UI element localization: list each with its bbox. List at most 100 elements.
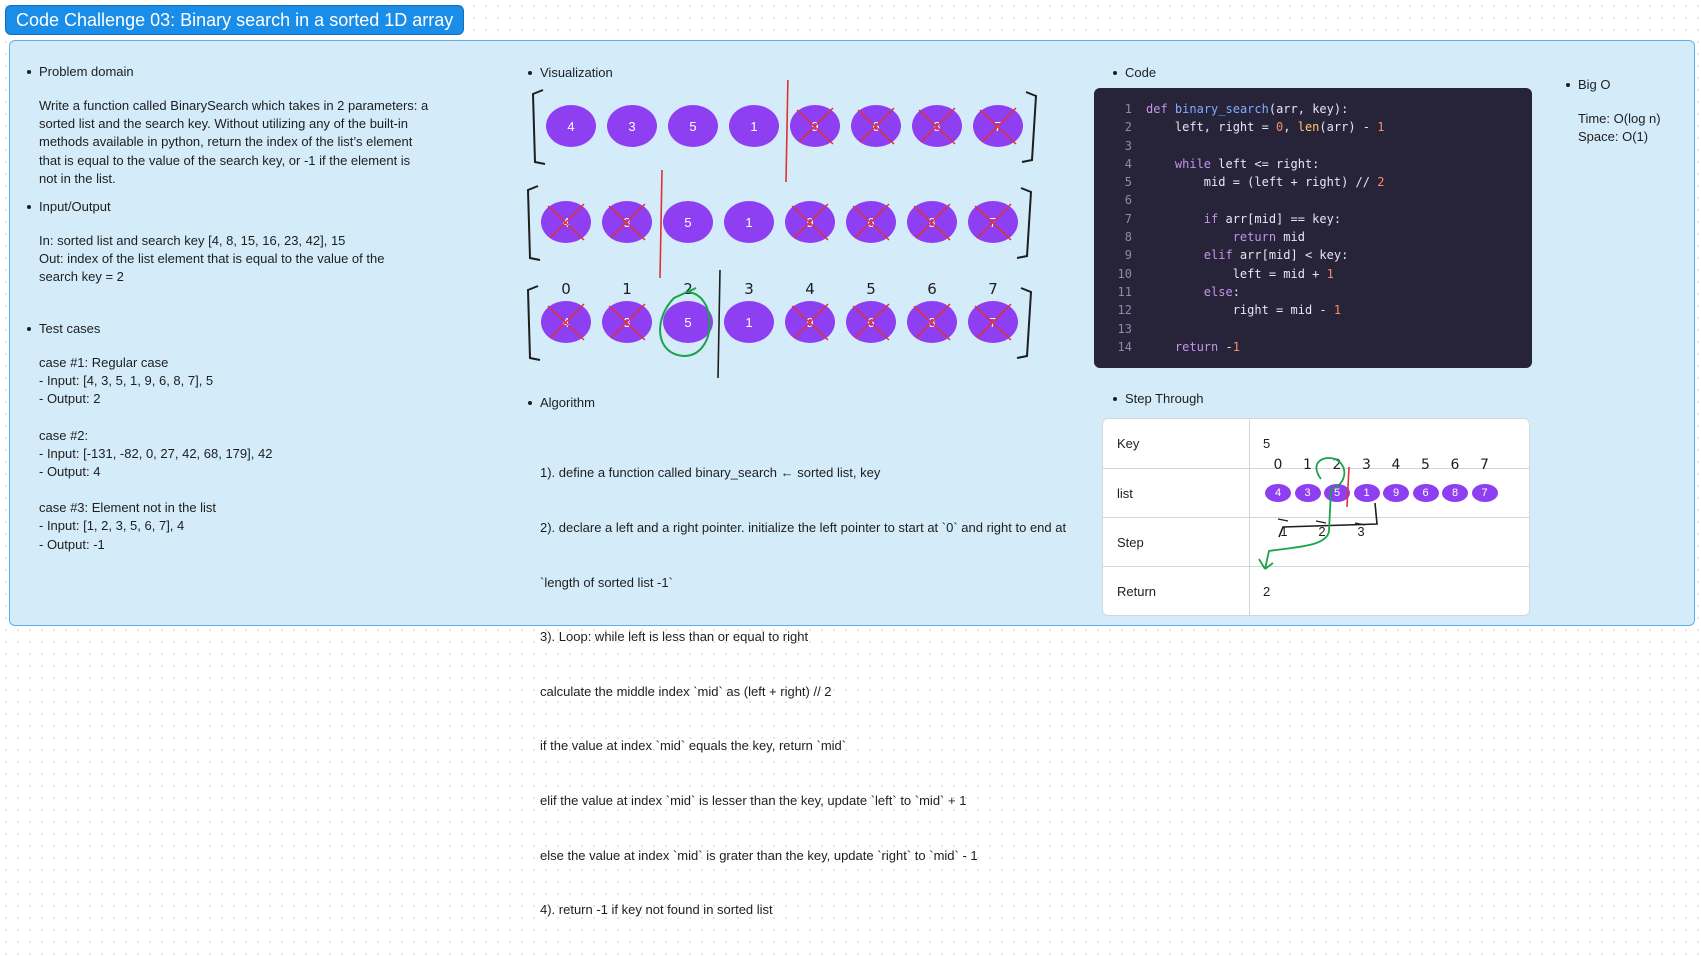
right-bracket — [1016, 187, 1033, 259]
step-number: 1 — [1280, 524, 1287, 539]
line-number: 14 — [1117, 339, 1132, 354]
row-label: Return — [1117, 584, 1157, 599]
algorithm-line: 1). define a function called binary_sear… — [540, 465, 881, 481]
input-output-section: Input/Output In: sorted list and search … — [27, 198, 447, 287]
list-index: 2 — [1333, 457, 1342, 473]
cross-mark — [979, 107, 1017, 145]
array-node — [668, 105, 718, 147]
code-line: def binary_search(arr, key): — [1146, 102, 1349, 116]
list-index: 1 — [1303, 457, 1312, 473]
test-line: - Input: [-131, -82, 0, 27, 42, 68, 179]… — [39, 445, 273, 461]
problem-line: Write a function called BinarySearch whi… — [39, 98, 429, 113]
big-o-time: Time: O(log n) — [1578, 111, 1661, 126]
line-number: 12 — [1117, 303, 1132, 318]
target-circle — [659, 287, 711, 358]
problem-domain-section: Problem domain Write a function called B… — [27, 63, 447, 188]
code-block[interactable]: 1 def binary_search(arr, key): 2 left, ri… — [1094, 88, 1532, 368]
cross-mark — [974, 303, 1012, 341]
test-line: - Output: -1 — [39, 536, 105, 552]
io-line: In: sorted list and search key [4, 8, 15… — [39, 233, 346, 248]
visualization-heading: Visualization — [540, 65, 613, 80]
index-label: 4 — [805, 280, 815, 298]
line-number: 1 — [1124, 102, 1132, 116]
list-pill: 7 — [1471, 484, 1498, 502]
line-number: 9 — [1124, 248, 1132, 263]
node-value: 5 — [684, 215, 691, 230]
split-line — [659, 169, 663, 279]
step-annotations: 0 1 2 3 4 5 6 71 2 3 — [1258, 457, 1489, 570]
split-line — [717, 269, 721, 379]
test-line: - Output: 4 — [39, 464, 101, 480]
line-number: 8 — [1124, 230, 1132, 245]
list-pill: 1 — [1353, 484, 1380, 502]
bullet-icon — [27, 327, 31, 331]
cross-mark — [913, 203, 951, 241]
algorithm-section: Algorithm 1). define a function called b… — [528, 394, 1088, 956]
io-line: Out: index of the list element that is e… — [39, 251, 385, 267]
list-index: 4 — [1392, 457, 1401, 473]
code-line: right = mid - 1 — [1146, 303, 1342, 318]
page-title[interactable]: Code Challenge 03: Binary search in a so… — [5, 5, 465, 35]
split-line — [785, 73, 789, 183]
problem-line: not in the list. — [39, 170, 116, 186]
row-value: 5 — [1263, 436, 1271, 451]
line-number: 10 — [1117, 266, 1132, 281]
right-bracket — [1016, 287, 1033, 359]
array-node — [729, 105, 779, 147]
index-label: 0 — [561, 280, 571, 298]
algorithm-line: elif the value at index `mid` is lesser … — [540, 793, 967, 809]
algorithm-line: 4). return -1 if key not found in sorted… — [540, 902, 773, 918]
line-number: 4 — [1124, 156, 1132, 171]
code-heading: Code — [1125, 65, 1157, 80]
cross-mark — [791, 203, 829, 241]
index-label: 1 — [622, 280, 632, 298]
node-value: 3 — [628, 119, 635, 134]
test-line: case #3: Element not in the list — [39, 500, 217, 516]
test-line: - Input: [1, 2, 3, 5, 6, 7], 4 — [39, 518, 185, 534]
bullet-icon — [27, 70, 31, 74]
io-line: search key = 2 — [39, 269, 124, 285]
index-label: 3 — [744, 280, 754, 298]
cross-mark — [547, 203, 585, 241]
line-number: 3 — [1124, 138, 1132, 153]
index-label: 7 — [988, 280, 998, 298]
test-line — [39, 481, 447, 499]
list-pill: 3 — [1294, 484, 1321, 502]
node-value: 5 — [684, 315, 691, 330]
step-tick — [1315, 520, 1327, 524]
cross-mark — [974, 203, 1012, 241]
step-through-heading: Step Through — [1125, 391, 1204, 406]
left-bracket — [531, 89, 546, 165]
algorithm-line: if the value at index `mid` equals the k… — [540, 738, 847, 754]
problem-line: sorted list and the search key. Without … — [39, 116, 409, 132]
problem-line: that is equal to the value of the search… — [39, 152, 411, 168]
step-tick — [1354, 522, 1366, 526]
code-line: return -1 — [1174, 339, 1240, 354]
list-index: 0 — [1274, 457, 1283, 473]
algorithm-line: 3). Loop: while left is less than or equ… — [540, 629, 809, 645]
algorithm-heading: Algorithm — [540, 395, 595, 410]
row-value: 2 — [1263, 584, 1271, 599]
test-line: - Input: [4, 3, 5, 1, 9, 6, 8, 7], 5 — [39, 373, 214, 389]
step-number: 3 — [1357, 524, 1364, 539]
big-o-heading: Big O — [1578, 77, 1611, 92]
code-line: return mid — [1232, 230, 1305, 245]
line-number: 11 — [1117, 284, 1132, 299]
node-value: 1 — [750, 119, 757, 134]
list-pill: 9 — [1383, 484, 1409, 502]
index-label: 6 — [927, 280, 937, 298]
cross-mark — [918, 107, 956, 145]
code-line: while left <= right: — [1174, 156, 1320, 171]
step-number: 2 — [1318, 524, 1325, 539]
line-number: 5 — [1124, 175, 1132, 190]
bullet-icon — [1113, 71, 1117, 75]
cross-mark — [608, 203, 646, 241]
bullet-icon — [528, 401, 532, 405]
test-line: - Output: 2 — [39, 391, 101, 407]
cross-mark — [852, 203, 890, 241]
code-line: mid = (left + right) // 2 — [1146, 175, 1385, 190]
bullet-icon — [1113, 397, 1117, 401]
table-row-return: Return 2 — [1103, 566, 1529, 615]
array-node — [663, 301, 713, 343]
